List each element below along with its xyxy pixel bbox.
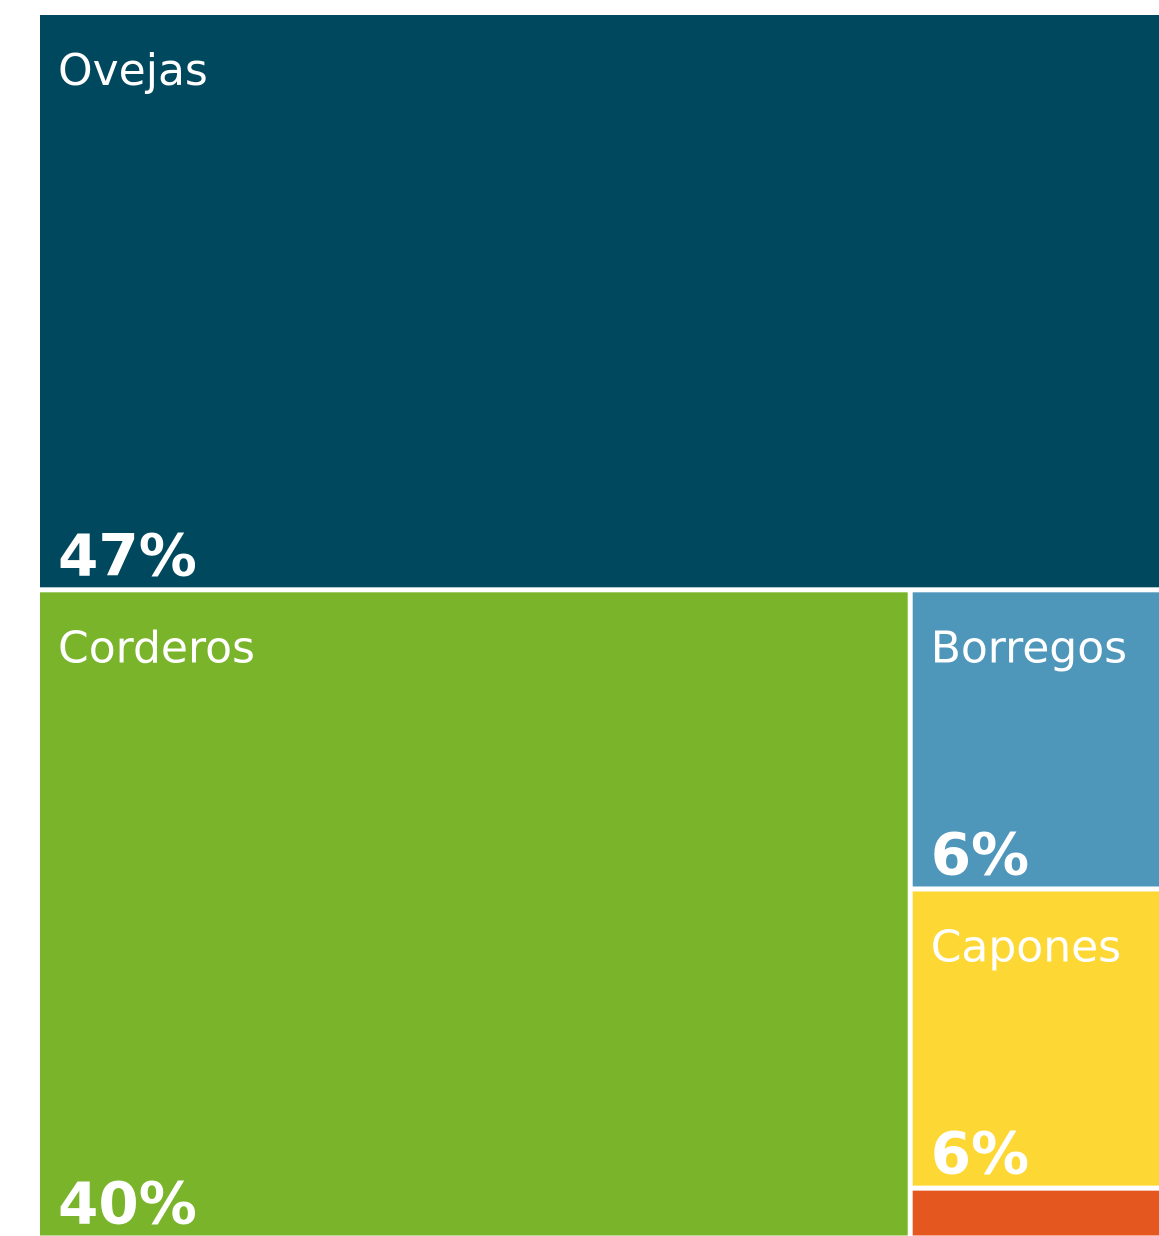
tile-label: Ovejas	[58, 45, 208, 96]
tile-label: Capones	[931, 921, 1121, 972]
tile-value: 6%	[931, 1120, 1029, 1188]
tile-label: Borregos	[931, 622, 1127, 673]
treemap-tile	[40, 592, 908, 1236]
tile-value: 47%	[58, 521, 197, 589]
treemap-tile	[912, 891, 1159, 1186]
treemap-tile	[40, 15, 1159, 588]
tile-label: Corderos	[58, 622, 255, 673]
tile-value: 6%	[931, 820, 1029, 888]
treemap-tile	[912, 1190, 1159, 1236]
tile-value: 40%	[58, 1170, 197, 1236]
treemap-tile	[912, 592, 1159, 887]
